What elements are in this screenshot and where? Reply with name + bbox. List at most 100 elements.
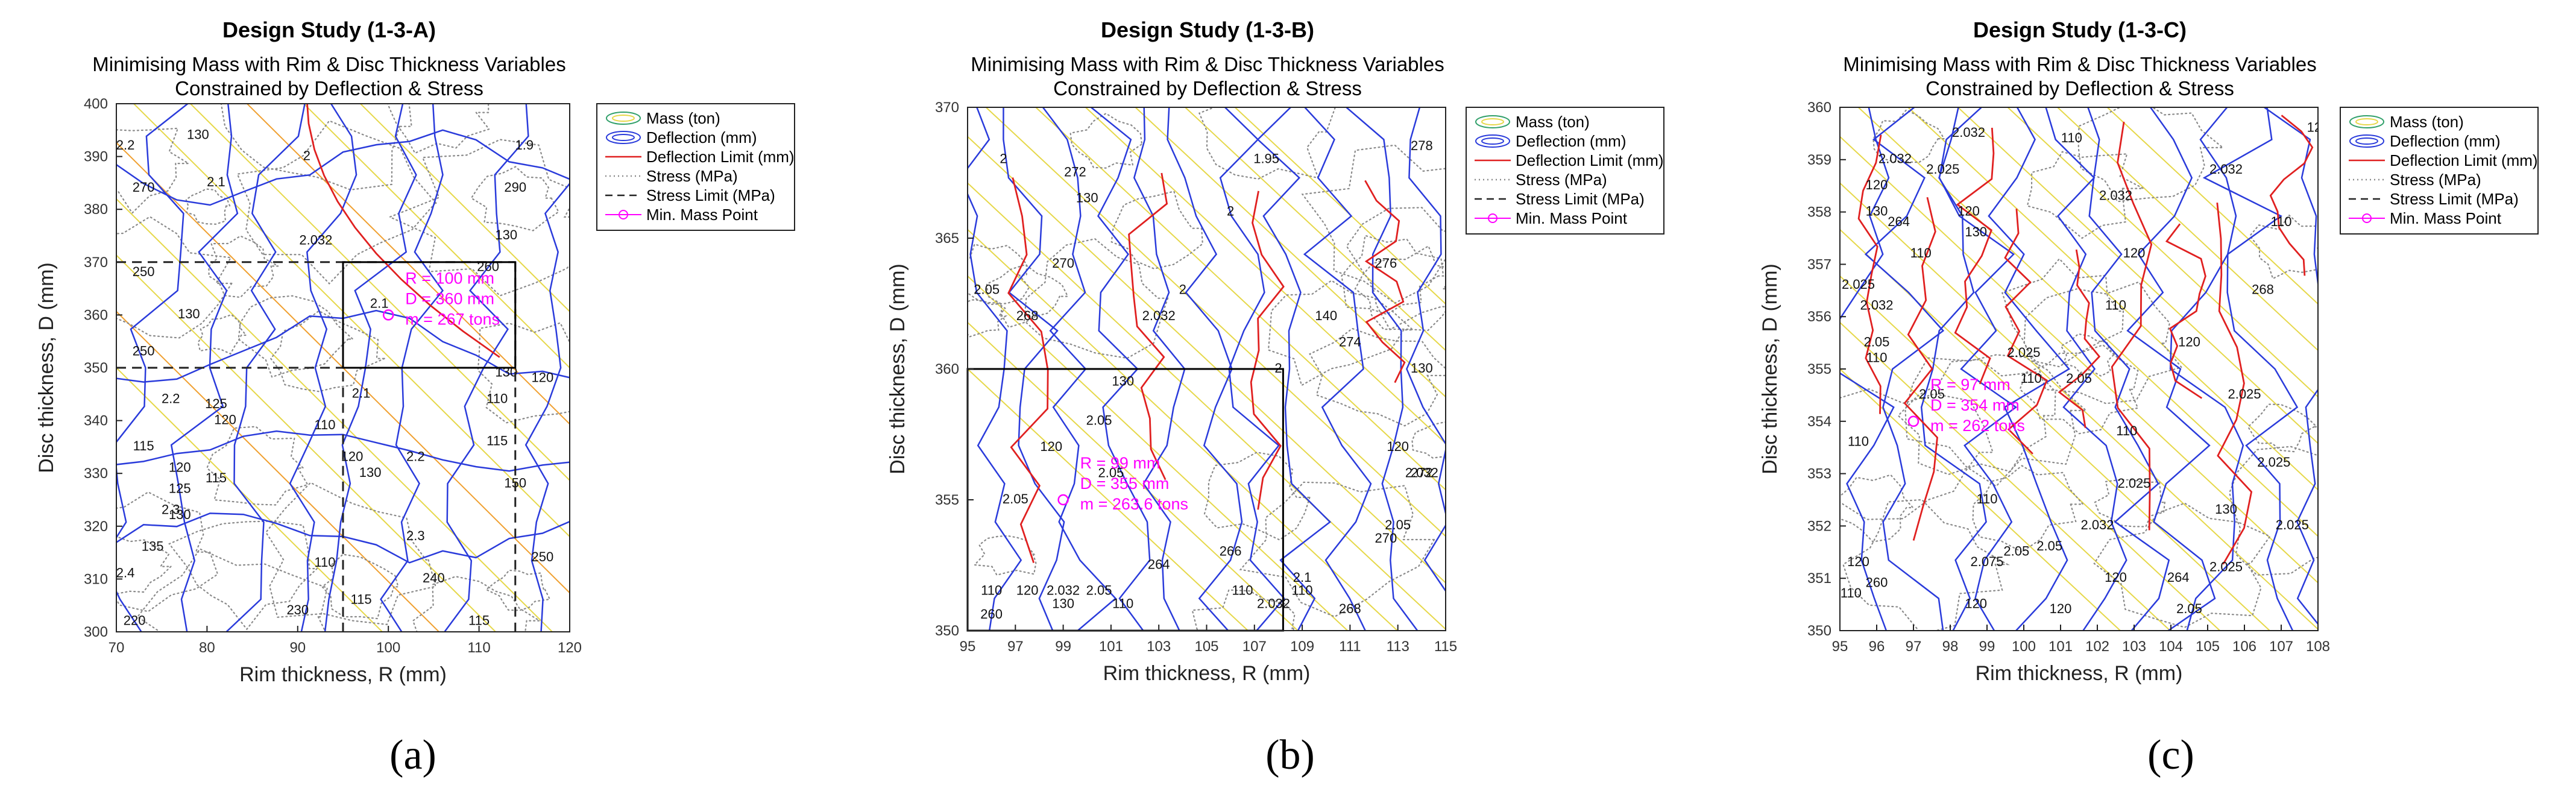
y-tick-label: 355: [935, 492, 959, 508]
y-tick-label: 360: [1807, 99, 1831, 116]
deflection-limit-line: [2165, 223, 2206, 399]
legend-mass-swatch-inner: [1481, 118, 1504, 125]
deflection-level-label: 2.05: [1385, 517, 1411, 532]
stress-contour-line: [2094, 479, 2166, 528]
stress-contour-line: [1354, 245, 1446, 332]
y-tick-label: 365: [935, 230, 959, 247]
deflection-limit-line: [1954, 127, 1995, 385]
y-tick-label: 354: [1807, 414, 1831, 430]
x-tick-label: 103: [1147, 638, 1171, 655]
stress-contour-line: [1411, 421, 1446, 459]
x-tick-label: 101: [1099, 638, 1123, 655]
feasible-region-box: [342, 261, 517, 369]
y-tick-label: 357: [1807, 256, 1831, 273]
deflection-level-label: 2.05: [1086, 413, 1112, 428]
stress-level-label: 130: [1052, 596, 1074, 611]
deflection-level-label: 2.05: [1086, 583, 1112, 598]
deflection-contour-line: [2263, 107, 2318, 626]
deflection-contour-line: [1938, 107, 2018, 631]
deflection-limit-line: [306, 104, 500, 358]
y-tick-label: 355: [1807, 361, 1831, 377]
stress-level-label: 268: [1016, 308, 1039, 323]
stress-level-label: 240: [423, 570, 445, 585]
x-tick-label: 99: [1055, 638, 1071, 655]
deflection-level-label: 2.075: [1970, 554, 2003, 569]
stress-level-label: 130: [1112, 374, 1134, 389]
stress-level-label: 130: [359, 465, 382, 480]
legend-mass-swatch: [2349, 115, 2384, 128]
legend-entry-label: Mass (ton): [2390, 113, 2464, 131]
legend-entry-label: Min. Mass Point: [2390, 209, 2502, 227]
stress-level-label: 250: [532, 549, 554, 564]
deflection-contour-band: [116, 430, 570, 472]
mass-contour-line: [116, 198, 553, 632]
stress-level-label: 260: [1866, 575, 1888, 590]
legend-deflection-swatch: [606, 131, 641, 144]
deflection-level-label: 2: [1274, 361, 1282, 376]
legend-mass-swatch-inner: [2355, 118, 2378, 125]
stress-contour-line: [1897, 359, 2056, 476]
min-mass-point-marker: [1907, 415, 1919, 427]
deflection-level-label: 2.05: [2176, 601, 2202, 616]
deflection-level-label: 2.05: [974, 282, 1000, 297]
min-mass-annotation-line: D = 360 mm: [405, 289, 494, 307]
stress-level-label: 110: [314, 417, 335, 432]
y-tick-label: 390: [84, 149, 108, 165]
x-tick-label: 102: [2085, 638, 2109, 655]
stress-contour-line: [1110, 191, 1203, 269]
stress-level-label: 110: [2105, 298, 2126, 313]
x-tick-label: 107: [1242, 638, 1267, 655]
deflection-level-label: 2.1: [352, 386, 371, 401]
stress-contour-line: [412, 576, 542, 632]
stress-level-label: 260: [980, 607, 1003, 622]
deflection-level-label: 2.3: [406, 528, 425, 543]
mass-contour-line: [1234, 107, 1446, 305]
stress-contour-line: [269, 310, 385, 392]
stress-contour-line: [2077, 107, 2225, 203]
stress-level-label: 276: [1375, 256, 1397, 271]
stress-level-label: 264: [2167, 570, 2190, 585]
stress-contour-line: [1301, 144, 1446, 304]
stress-contour-line: [197, 314, 248, 355]
deflection-level-label: 2.2: [406, 449, 425, 464]
stress-level-label: 110: [314, 555, 335, 570]
deflection-level-label: 2.032: [1047, 583, 1080, 598]
y-axis-label: Disc thickness, D (mm): [1759, 263, 1781, 474]
stress-level-label: 130: [2215, 502, 2237, 517]
stress-contour-line: [1069, 112, 1143, 169]
stress-level-label: 120: [532, 370, 554, 385]
stress-level-label: 110: [2021, 371, 2042, 386]
stress-level-label: 268: [1339, 601, 1361, 616]
stress-contour-line: [388, 139, 570, 297]
stress-level-label: 120: [2307, 120, 2329, 135]
panel-letter-label: (b): [1265, 732, 1315, 778]
deflection-limit-line: [1250, 191, 1285, 510]
deflection-level-label: 2.1: [370, 296, 389, 311]
stress-contour-line: [1341, 235, 1444, 315]
min-mass-annotation-line: m = 267 tons: [405, 310, 500, 328]
mass-contour-line: [1840, 228, 2271, 631]
legend: Mass (ton)Deflection (mm)Deflection Limi…: [2340, 107, 2539, 235]
stress-level-label: 120: [1847, 554, 1869, 569]
stress-contour-line: [2019, 344, 2139, 435]
legend-mass-swatch-inner: [612, 115, 635, 122]
y-tick-label: 351: [1807, 570, 1831, 587]
x-tick-label: 115: [1434, 638, 1457, 655]
mass-contour-line: [1184, 107, 1446, 351]
stress-level-label: 110: [1976, 491, 1997, 506]
legend-entry-label: Deflection (mm): [646, 128, 757, 147]
stress-level-label: 115: [487, 433, 508, 448]
stress-level-label: 120: [2123, 245, 2146, 260]
stress-level-label: 110: [2270, 214, 2291, 229]
stress-level-label: 130: [1411, 361, 1433, 376]
deflection-limit-line: [2004, 209, 2048, 455]
chart-subtitle-line2: Constrained by Deflection & Stress: [175, 77, 483, 99]
chart-panel-1: Design Study (1-3-A) Minimising Mass with…: [35, 17, 795, 778]
legend-deflection-swatch-inner: [2355, 137, 2378, 145]
deflection-level-label: 2.032: [299, 233, 332, 248]
y-axis-label: Disc thickness, D (mm): [886, 263, 909, 474]
stress-level-label: 120: [1957, 203, 1980, 218]
y-tick-label: 356: [1807, 309, 1831, 325]
stress-level-label: 110: [981, 583, 1002, 598]
